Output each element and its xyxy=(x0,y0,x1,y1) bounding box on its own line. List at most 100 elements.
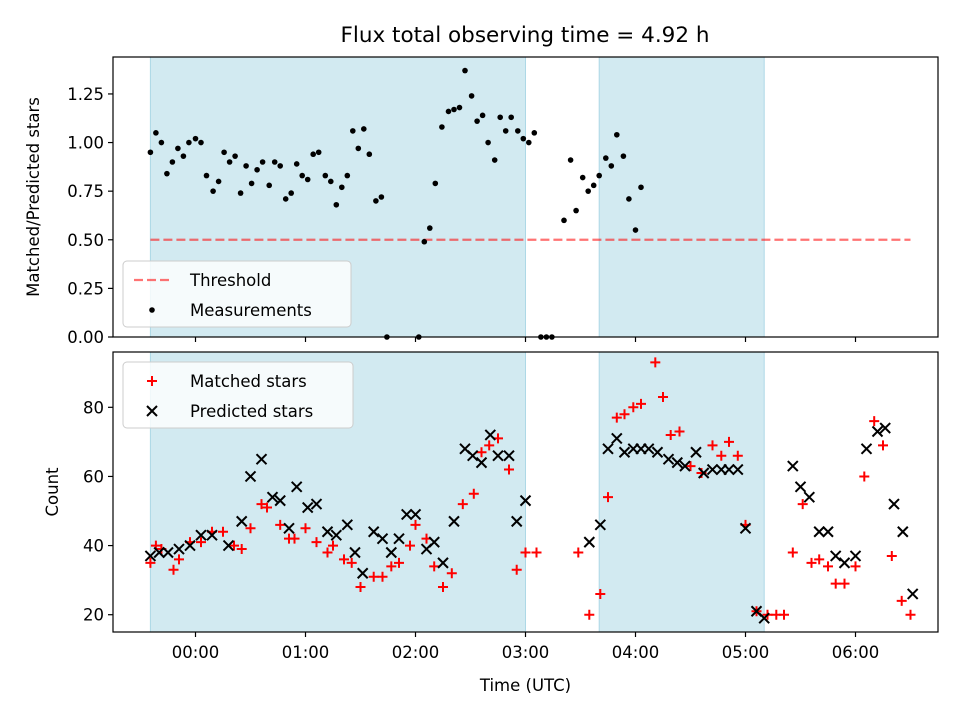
matched-star-point xyxy=(275,519,286,530)
measurement-point xyxy=(567,157,574,163)
matched-star-point xyxy=(823,561,833,572)
matched-star-point xyxy=(300,523,311,534)
measurement-point xyxy=(515,128,521,134)
matched-star-point xyxy=(386,561,397,572)
measurement-point xyxy=(175,145,181,152)
x-axis-label: Time (UTC) xyxy=(479,676,571,695)
measurement-point xyxy=(215,178,222,185)
predicted-star-point xyxy=(222,539,235,552)
predicted-star-point xyxy=(594,519,607,531)
x-tick-label: 04:00 xyxy=(612,643,660,662)
matched-star-point xyxy=(410,519,421,530)
predicted-star-point xyxy=(492,449,504,462)
matched-star-point xyxy=(468,488,479,499)
measurement-point xyxy=(203,172,210,179)
predicted-star-point xyxy=(266,491,279,503)
measurement-point xyxy=(288,190,295,196)
measurement-point xyxy=(328,178,334,185)
predicted-star-point xyxy=(376,532,389,545)
measurement-point xyxy=(608,163,615,169)
predicted-star-point xyxy=(235,515,248,528)
predicted-star-point xyxy=(466,449,479,462)
measurement-point xyxy=(299,172,306,179)
predicted-star-point xyxy=(642,443,655,455)
legend-measurements-swatch xyxy=(149,307,155,313)
predicted-star-point xyxy=(787,460,799,472)
measurement-point xyxy=(147,149,154,156)
measurement-point xyxy=(526,139,532,146)
predicted-star-point xyxy=(849,550,862,562)
measurement-point xyxy=(277,163,284,169)
shaded-span xyxy=(598,351,765,633)
matched-star-point xyxy=(262,502,272,513)
matched-star-point xyxy=(520,547,531,558)
measurement-point xyxy=(508,114,514,121)
matched-star-point xyxy=(850,561,861,572)
matched-star-point xyxy=(787,547,798,558)
matched-star-point xyxy=(245,523,256,534)
legend-box xyxy=(122,260,352,328)
matched-star-point xyxy=(859,471,870,482)
measurement-point xyxy=(626,196,632,202)
predicted-star-point xyxy=(758,612,770,624)
predicted-star-point xyxy=(662,453,675,465)
measurement-point xyxy=(596,172,602,179)
matched-star-point xyxy=(429,561,440,572)
predicted-star-point xyxy=(723,463,735,476)
legend-label: Matched stars xyxy=(190,372,307,391)
matched-star-point xyxy=(229,540,239,551)
matched-star-point xyxy=(650,357,661,368)
matched-star-point xyxy=(839,578,850,589)
matched-star-point xyxy=(368,571,379,582)
measurement-point xyxy=(248,180,255,187)
y-tick-label: 80 xyxy=(83,398,104,417)
x-tick-label: 05:00 xyxy=(722,643,770,662)
matched-star-point xyxy=(905,609,916,620)
predicted-star-point xyxy=(888,498,900,510)
measurement-point xyxy=(502,128,509,134)
predicted-star-point xyxy=(475,456,488,469)
legend-label: Measurements xyxy=(190,301,312,320)
matched-star-point xyxy=(322,547,333,558)
predicted-star-point xyxy=(310,498,323,510)
matched-star-point xyxy=(603,492,613,503)
y-axis-label: Matched/Predicted stars xyxy=(24,97,43,297)
matched-star-point xyxy=(830,578,841,589)
predicted-star-point xyxy=(206,529,218,541)
predicted-star-point xyxy=(651,446,664,458)
measurement-point xyxy=(474,118,480,124)
matched-star-point xyxy=(619,409,630,420)
y-tick-label: 60 xyxy=(83,467,104,486)
predicted-star-point xyxy=(679,460,691,472)
matched-star-point xyxy=(377,571,388,582)
predicted-star-point xyxy=(829,550,842,562)
matched-star-point xyxy=(438,582,448,593)
predicted-star-point xyxy=(274,494,286,507)
measurement-point xyxy=(432,180,439,187)
matched-star-point xyxy=(256,499,267,510)
measurement-point xyxy=(243,163,249,169)
measurement-point xyxy=(468,93,475,99)
matched-star-point xyxy=(405,540,415,551)
matched-star-point xyxy=(896,595,907,606)
measurement-point xyxy=(373,198,379,204)
legend-label: Predicted stars xyxy=(190,402,313,421)
matched-star-point xyxy=(716,450,727,461)
predicted-star-point xyxy=(367,526,380,538)
measurement-point xyxy=(237,190,244,196)
predicted-star-point xyxy=(897,526,909,538)
predicted-star-point xyxy=(739,522,752,535)
measurement-point xyxy=(585,188,591,194)
matched-star-point xyxy=(707,440,718,451)
y-tick-label: 0.00 xyxy=(67,328,104,347)
predicted-star-point xyxy=(184,539,196,552)
measurement-point xyxy=(462,67,468,74)
top-panel: 0.00 0.25 0.50 0.75 1.00 1.25 Matched/Predicte… xyxy=(24,56,939,347)
predicted-star-point xyxy=(255,453,268,465)
predicted-star-point xyxy=(860,443,873,455)
measurement-point xyxy=(573,207,579,214)
predicted-star-point xyxy=(144,550,157,562)
predicted-star-point xyxy=(503,449,515,462)
y-tick-label: 1.25 xyxy=(67,85,104,104)
matched-star-point xyxy=(531,547,542,558)
